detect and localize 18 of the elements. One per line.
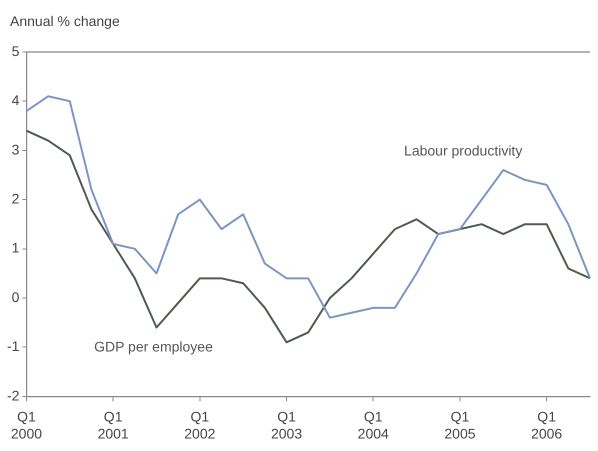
- x-tick-label: Q1 2004: [358, 408, 390, 442]
- y-tick-label: 5: [12, 42, 20, 59]
- x-tick-label: Q1 2002: [184, 408, 216, 442]
- y-tick-label: 3: [12, 141, 20, 158]
- y-tick-label: 0: [12, 288, 20, 305]
- y-tick-label: -2: [6, 387, 20, 404]
- y-axis-title: Annual % change: [10, 13, 120, 29]
- y-tick-label: 1: [12, 240, 20, 256]
- series-label: Labour productivity: [404, 142, 522, 158]
- x-tick-label: Q1 2003: [270, 408, 302, 442]
- x-tick-label: Q1 2005: [444, 408, 476, 442]
- y-tick-label: 4: [12, 92, 20, 108]
- y-tick-label: 2: [12, 190, 20, 206]
- x-tick-label: Q1 2000: [10, 408, 42, 442]
- series-label: GDP per employee: [94, 338, 214, 355]
- x-tick-label: Q1 2006: [531, 408, 562, 442]
- x-tick-label: Q1 2001: [98, 408, 129, 442]
- y-tick-label: -1: [6, 338, 20, 354]
